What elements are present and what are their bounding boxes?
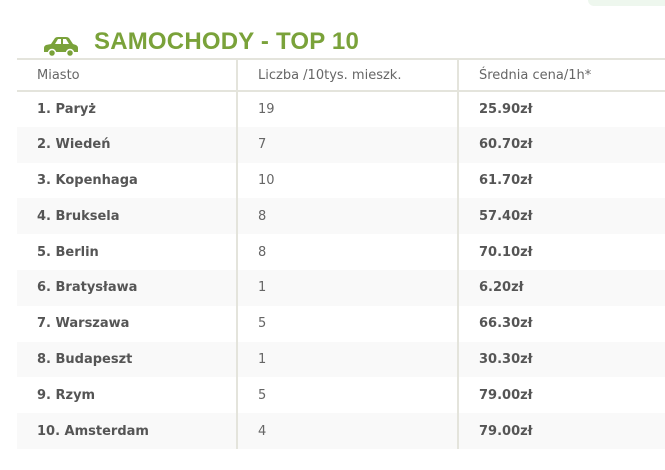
city-cell: 1. Paryż	[37, 101, 96, 117]
table-row: 4. Bruksela 8 57.40zł	[17, 198, 665, 235]
count-cell: 7	[236, 126, 458, 163]
table-row: 1. Paryż 19 25.90zł	[17, 91, 665, 127]
car-icon	[44, 37, 78, 57]
price-cell: 70.10zł	[457, 234, 665, 270]
count-cell: 1	[236, 341, 458, 378]
table-row: 10. Amsterdam 4 79.00zł	[17, 413, 665, 449]
price-cell: 66.30zł	[457, 305, 665, 342]
price-cell: 30.30zł	[457, 341, 665, 378]
table-row: 6. Bratysława 1 6.20zł	[17, 269, 665, 306]
count-cell: 10	[236, 162, 458, 199]
city-cell: 4. Bruksela	[17, 198, 237, 235]
count-cell: 1	[236, 269, 458, 306]
table-row: 2. Wiedeń 7 60.70zł	[17, 126, 665, 163]
count-cell: 8	[236, 234, 458, 270]
table-row: 8. Budapeszt 1 30.30zł	[17, 341, 665, 378]
table-row: 7. Warszawa 5 66.30zł	[17, 305, 665, 342]
price-cell: 79.00zł	[457, 377, 665, 414]
price-cell: 57.40zł	[457, 198, 665, 235]
city-cell: 3. Kopenhaga	[37, 172, 138, 188]
city-cell: 2. Wiedeń	[17, 126, 237, 163]
price-cell: 61.70zł	[457, 162, 665, 199]
price-cell: 79.00zł	[457, 413, 665, 449]
price-cell: 60.70zł	[457, 126, 665, 163]
city-cell: 9. Rzym	[37, 387, 96, 403]
city-cell: 10. Amsterdam	[17, 413, 237, 449]
city-cell: 6. Bratysława	[17, 269, 237, 306]
table-header: Miasto Liczba /10tys. mieszk. Średnia ce…	[17, 58, 665, 92]
title-text: SAMOCHODY - TOP 10	[94, 28, 359, 55]
table-row: 3. Kopenhaga 10 61.70zł	[17, 162, 665, 199]
table-row: 9. Rzym 5 79.00zł	[17, 377, 665, 414]
city-cell: 5. Berlin	[37, 244, 99, 260]
city-cell: 7. Warszawa	[37, 316, 130, 332]
decorative-shape	[588, 0, 665, 6]
count-cell: 8	[236, 198, 458, 235]
count-cell: 19	[236, 91, 458, 127]
column-header-price: Średnia cena/1h*	[457, 58, 665, 92]
count-cell: 5	[236, 377, 458, 414]
count-cell: 5	[236, 305, 458, 342]
column-header-count: Liczba /10tys. mieszk.	[236, 58, 458, 92]
table-row: 5. Berlin 8 70.10zł	[17, 234, 665, 270]
column-header-city: Miasto	[17, 58, 237, 92]
section-title: SAMOCHODY - TOP 10	[42, 26, 359, 58]
price-cell: 6.20zł	[457, 269, 665, 306]
count-cell: 4	[236, 413, 458, 449]
city-cell: 8. Budapeszt	[17, 341, 237, 378]
price-cell: 25.90zł	[457, 91, 665, 127]
ranking-table: Miasto Liczba /10tys. mieszk. Średnia ce…	[17, 58, 665, 449]
